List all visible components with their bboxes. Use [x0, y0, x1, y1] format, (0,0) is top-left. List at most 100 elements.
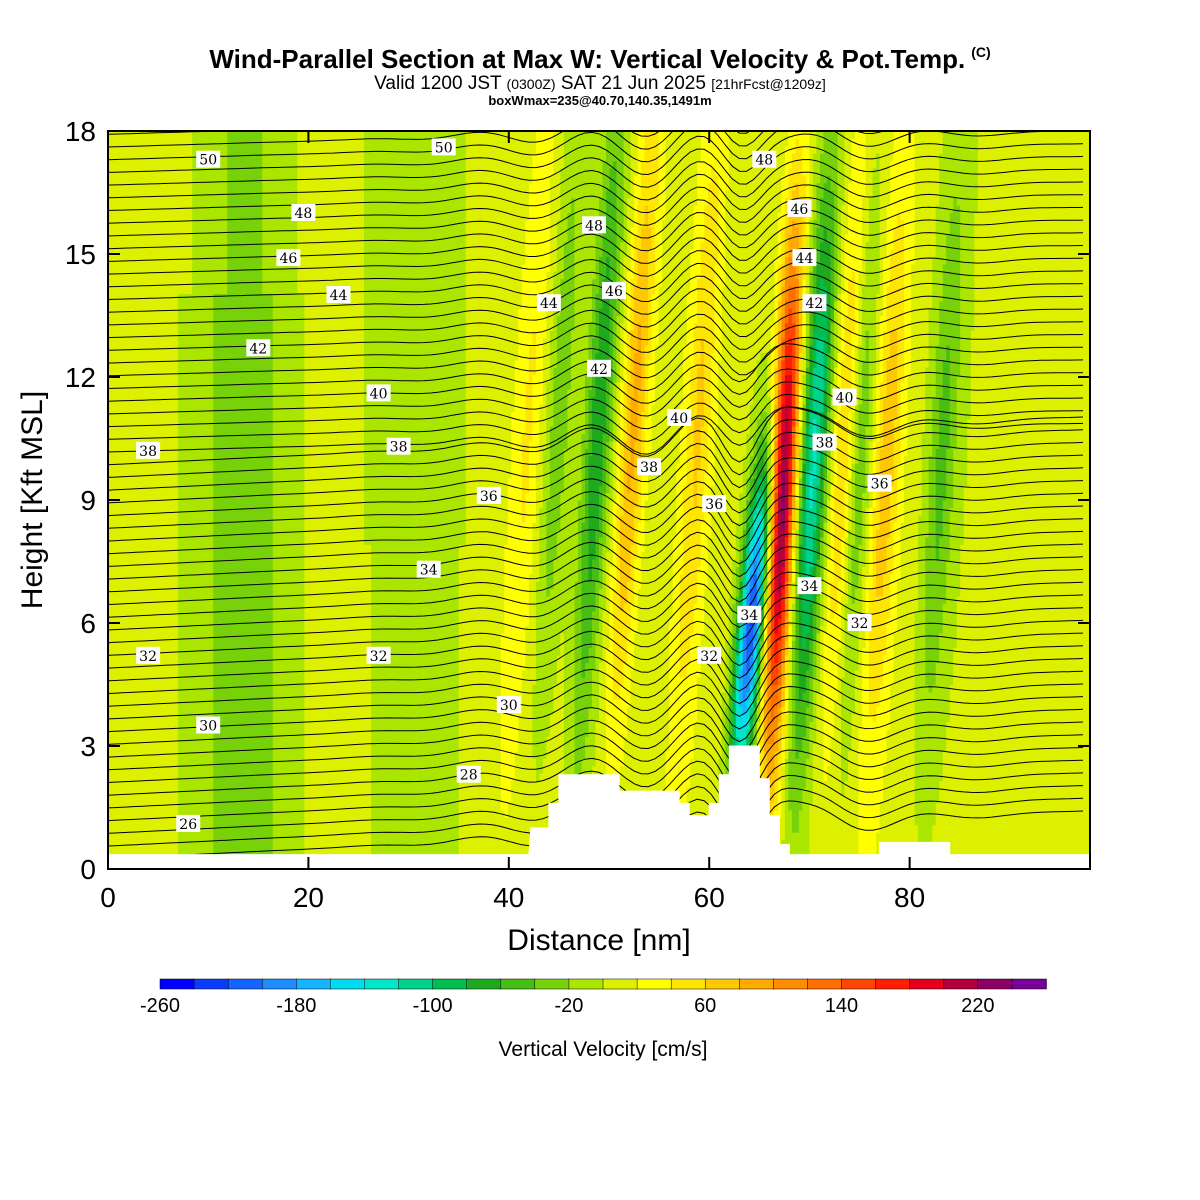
- velocity-cell: [192, 167, 197, 176]
- velocity-cell: [146, 315, 151, 324]
- velocity-cell: [143, 529, 148, 538]
- velocity-cell: [220, 315, 225, 324]
- velocity-cell: [111, 381, 116, 390]
- velocity-cell: [132, 138, 137, 147]
- velocity-cell: [251, 404, 256, 413]
- velocity-cell: [255, 492, 260, 501]
- velocity-cell: [132, 492, 137, 501]
- velocity-cell: [248, 522, 253, 531]
- velocity-cell: [174, 507, 179, 516]
- velocity-cell: [195, 293, 200, 302]
- velocity-cell: [153, 817, 158, 826]
- velocity-cell: [206, 691, 211, 700]
- velocity-cell: [227, 463, 232, 472]
- velocity-cell: [216, 655, 221, 663]
- velocity-cell: [230, 345, 235, 353]
- velocity-cell: [265, 322, 270, 331]
- velocity-cell: [237, 160, 242, 169]
- velocity-cell: [241, 728, 246, 737]
- velocity-cell: [262, 411, 267, 420]
- velocity-cell: [272, 182, 277, 191]
- velocity-cell: [216, 566, 221, 575]
- velocity-cell: [143, 832, 148, 841]
- velocity-cell: [171, 810, 176, 818]
- velocity-cell: [153, 787, 158, 796]
- velocity-cell: [213, 662, 218, 671]
- velocity-cell: [181, 728, 186, 737]
- velocity-cell: [139, 322, 144, 331]
- velocity-cell: [216, 603, 221, 612]
- velocity-cell: [171, 736, 176, 745]
- velocity-cell: [223, 322, 228, 331]
- velocity-cell: [160, 234, 165, 243]
- velocity-cell: [199, 345, 204, 353]
- velocity-cell: [146, 632, 151, 641]
- velocity-cell: [227, 817, 232, 826]
- velocity-cell: [244, 743, 249, 752]
- velocity-cell: [237, 714, 242, 722]
- velocity-cell: [272, 197, 277, 206]
- velocity-cell: [216, 787, 221, 796]
- velocity-cell: [129, 500, 134, 508]
- velocity-cell: [251, 647, 256, 656]
- velocity-cell: [174, 308, 179, 317]
- velocity-cell: [276, 655, 281, 663]
- velocity-cell: [251, 500, 256, 508]
- velocity-cell: [139, 352, 144, 361]
- velocity-cell: [237, 256, 242, 265]
- velocity-cell: [150, 507, 155, 516]
- velocity-cell: [255, 219, 260, 228]
- velocity-cell: [139, 625, 144, 634]
- velocity-cell: [269, 271, 274, 280]
- velocity-cell: [185, 728, 190, 737]
- velocity-cell: [209, 610, 214, 619]
- velocity-cell: [188, 603, 193, 612]
- velocity-cell: [276, 595, 281, 604]
- velocity-cell: [146, 381, 151, 390]
- velocity-cell: [209, 477, 214, 486]
- velocity-cell: [118, 175, 123, 184]
- velocity-cell: [146, 470, 151, 479]
- velocity-cell: [262, 536, 267, 545]
- velocity-cell: [220, 522, 225, 531]
- velocity-cell: [276, 322, 281, 331]
- velocity-cell: [150, 190, 155, 198]
- velocity-cell: [223, 278, 228, 287]
- velocity-cell: [164, 411, 169, 420]
- velocity-cell: [136, 507, 141, 516]
- velocity-cell: [115, 787, 120, 796]
- velocity-cell: [206, 396, 211, 405]
- velocity-cell: [209, 529, 214, 538]
- velocity-cell: [237, 655, 242, 663]
- velocity-cell: [188, 677, 193, 686]
- velocity-cell: [258, 455, 263, 464]
- velocity-cell: [174, 219, 179, 228]
- velocity-cell: [223, 367, 228, 376]
- velocity-cell: [178, 765, 183, 774]
- velocity-cell: [237, 551, 242, 560]
- velocity-cell: [167, 197, 172, 206]
- velocity-cell: [206, 699, 211, 708]
- velocity-cell: [192, 714, 197, 722]
- velocity-cell: [223, 507, 228, 516]
- velocity-cell: [185, 632, 190, 641]
- velocity-cell: [108, 492, 113, 501]
- velocity-cell: [220, 669, 225, 678]
- velocity-cell: [241, 610, 246, 619]
- velocity-cell: [216, 359, 221, 368]
- velocity-cell: [132, 514, 137, 523]
- velocity-cell: [234, 241, 239, 250]
- velocity-cell: [244, 485, 249, 494]
- velocity-cell: [164, 300, 169, 309]
- velocity-cell: [269, 256, 274, 265]
- velocity-cell: [171, 337, 176, 346]
- velocity-cell: [174, 138, 179, 147]
- velocity-cell: [174, 404, 179, 413]
- velocity-cell: [118, 219, 123, 228]
- velocity-cell: [220, 551, 225, 560]
- velocity-cell: [171, 573, 176, 582]
- velocity-cell: [157, 463, 162, 472]
- velocity-cell: [111, 153, 116, 162]
- velocity-cell: [258, 551, 263, 560]
- velocity-cell: [132, 131, 137, 139]
